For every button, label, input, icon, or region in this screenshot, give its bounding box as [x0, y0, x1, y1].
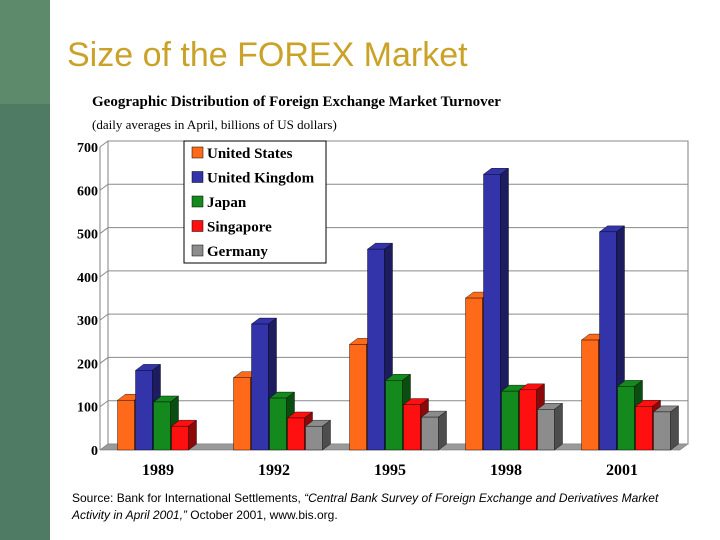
bar: [536, 402, 564, 451]
bar: [652, 405, 680, 451]
legend-label: United States: [207, 146, 293, 162]
gridline-side: [99, 443, 109, 451]
bar: [402, 398, 430, 451]
y-tick-label: 400: [77, 271, 98, 286]
x-tick-label: 1992: [258, 462, 290, 479]
bar: [482, 167, 510, 451]
source-prefix: Source: Bank for International Settlemen…: [72, 491, 305, 505]
y-tick-label: 500: [77, 228, 98, 243]
bar: [170, 419, 198, 451]
gridline-side: [99, 357, 109, 364]
bar: [134, 363, 162, 451]
bar: [304, 419, 332, 451]
gridline-side: [99, 400, 109, 408]
legend-label: Germany: [207, 244, 268, 260]
x-tick-label: 1995: [374, 462, 406, 479]
gridline-side: [99, 313, 109, 321]
gridline-side: [99, 227, 109, 234]
legend-swatch: [191, 171, 204, 183]
x-tick-label: 2001: [606, 462, 638, 479]
legend-label: Japan: [207, 195, 247, 211]
legend-swatch: [191, 195, 204, 208]
x-tick-label: 1989: [142, 462, 174, 479]
y-tick-label: 700: [77, 141, 98, 156]
bar: [152, 395, 180, 451]
y-tick-label: 0: [91, 444, 98, 459]
legend-swatch: [191, 244, 204, 257]
bar: [420, 410, 448, 451]
legend-label: United Kingdom: [207, 171, 315, 187]
y-tick-label: 100: [77, 401, 98, 416]
source-note: Source: Bank for International Settlemen…: [72, 490, 692, 524]
legend-swatch: [191, 220, 204, 232]
decorative-side-strip-top: [0, 0, 50, 104]
y-tick-label: 200: [77, 357, 98, 372]
source-survey-title: “Central Bank Survey of Foreign Exchange…: [72, 491, 659, 522]
y-tick-label: 600: [77, 184, 98, 199]
gridline-side: [99, 183, 109, 191]
source-suffix: October 2001, www.bis.org.: [186, 508, 338, 522]
chart-subtitle: (daily averages in April, billions of US…: [92, 117, 337, 132]
chart-title: Geographic Distribution of Foreign Excha…: [92, 94, 501, 110]
slide-title: Size of the FOREX Market: [67, 36, 468, 74]
legend-box: [183, 140, 327, 264]
legend-label: Singapore: [207, 220, 272, 236]
gridline-side: [99, 270, 109, 278]
legend-swatch: [191, 146, 204, 159]
x-tick-label: 1998: [490, 462, 522, 479]
y-tick-label: 300: [77, 314, 98, 329]
gridline-side: [99, 140, 109, 148]
